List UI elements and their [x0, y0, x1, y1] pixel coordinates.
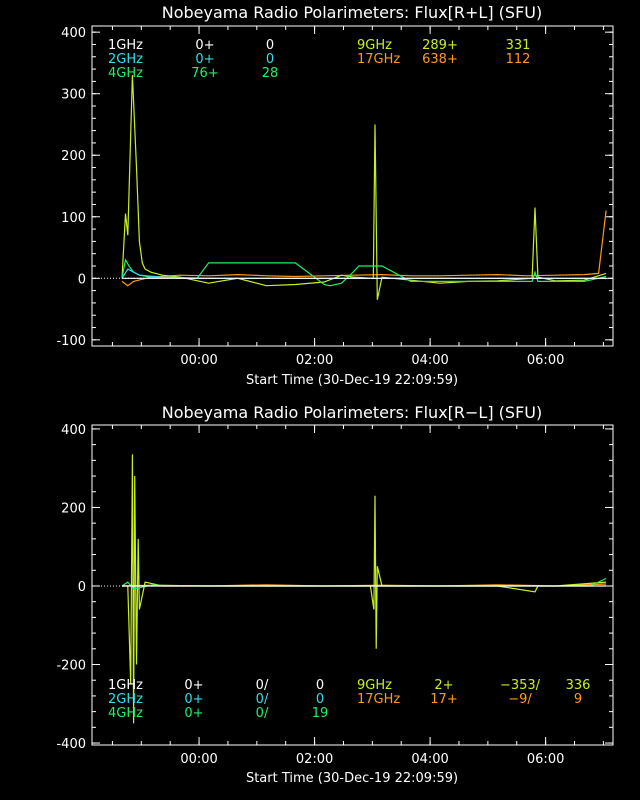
legend-9ghz-a: 289+	[422, 38, 458, 53]
chart-title: Nobeyama Radio Polarimeters: Flux[R+L] (…	[162, 3, 542, 22]
y-tick-label: 0	[78, 272, 86, 287]
legend-17ghz-c: 9	[574, 692, 582, 707]
legend-9ghz-b: 331	[506, 38, 531, 53]
legend-2ghz-b: 0/	[256, 692, 269, 707]
plot-area: -100 0 100 200 300 400 00:00 02:00 04:00 06:00 1GH…	[56, 25, 614, 368]
legend-17ghz-freq: 17GHz	[357, 692, 400, 707]
legend-1ghz-a: 0+	[195, 38, 214, 53]
legend-4ghz-a: 0+	[184, 706, 203, 721]
plot-frame	[91, 424, 614, 746]
y-tick-label: 300	[61, 88, 86, 103]
y-tick-label: 400	[61, 26, 86, 41]
y-tick-label: 400	[61, 423, 86, 438]
x-tick-label: 00:00	[180, 752, 217, 767]
legend-1ghz-c: 0	[316, 678, 324, 693]
chart-title: Nobeyama Radio Polarimeters: Flux[R−L] (…	[162, 403, 542, 422]
legend-1ghz-a: 0+	[184, 678, 203, 693]
y-tick-label: 200	[61, 149, 86, 164]
legend-4ghz-freq: 4GHz	[108, 66, 143, 81]
legend-2ghz-c: 0	[316, 692, 324, 707]
legend-9ghz-b: −353/	[500, 678, 541, 693]
legend-17ghz-a: 17+	[430, 692, 457, 707]
y-tick-label: 0	[78, 580, 86, 595]
x-tick-label: 06:00	[527, 752, 564, 767]
y-tick-label: 100	[61, 211, 86, 226]
y-tick-label: -100	[56, 334, 86, 349]
legend-4ghz-b: 28	[262, 66, 279, 81]
plot-frame	[91, 25, 614, 347]
legend-9ghz-freq: 9GHz	[357, 38, 392, 53]
legend-4ghz-c: 19	[312, 706, 329, 721]
x-tick-label: 02:00	[296, 752, 333, 767]
legend-17ghz-b: −9/	[508, 692, 532, 707]
legend-1ghz-freq: 1GHz	[108, 678, 143, 693]
flux-sum-panel: Nobeyama Radio Polarimeters: Flux[R+L] (…	[56, 3, 614, 388]
x-tick-label: 02:00	[296, 353, 333, 368]
x-tick-label: 04:00	[411, 353, 448, 368]
legend-9ghz-a: 2+	[434, 678, 453, 693]
x-axis-label: Start Time (30-Dec-19 22:09:59)	[246, 373, 458, 388]
legend-17ghz-b: 112	[506, 52, 531, 67]
legend-1ghz-b: 0/	[256, 678, 269, 693]
x-tick-label: 06:00	[527, 353, 564, 368]
legend-9ghz-c: 336	[566, 678, 591, 693]
x-tick-label: 00:00	[180, 353, 217, 368]
legend-4ghz-freq: 4GHz	[108, 706, 143, 721]
flux-diff-panel: Nobeyama Radio Polarimeters: Flux[R−L] (…	[56, 403, 614, 786]
legend-1ghz-freq: 1GHz	[108, 38, 143, 53]
x-axis-label: Start Time (30-Dec-19 22:09:59)	[246, 771, 458, 786]
y-tick-label: -200	[56, 659, 86, 674]
legend-17ghz-a: 638+	[422, 52, 458, 67]
legend-1ghz-b: 0	[266, 38, 274, 53]
y-tick-label: -400	[56, 737, 86, 752]
legend-2ghz-a: 0+	[195, 52, 214, 67]
x-tick-label: 04:00	[411, 752, 448, 767]
y-tick-label: 200	[61, 501, 86, 516]
legend-2ghz-a: 0+	[184, 692, 203, 707]
legend-4ghz-a: 76+	[191, 66, 218, 81]
legend-2ghz-freq: 2GHz	[108, 52, 143, 67]
plot-area: -400 -200 0 200 400 00:00 02:00 04:00 06:00 1GHz 0…	[56, 423, 614, 767]
legend-4ghz-b: 0/	[256, 706, 269, 721]
legend-2ghz-b: 0	[266, 52, 274, 67]
legend-17ghz-freq: 17GHz	[357, 52, 400, 67]
legend-2ghz-freq: 2GHz	[108, 692, 143, 707]
legend-9ghz-freq: 9GHz	[357, 678, 392, 693]
